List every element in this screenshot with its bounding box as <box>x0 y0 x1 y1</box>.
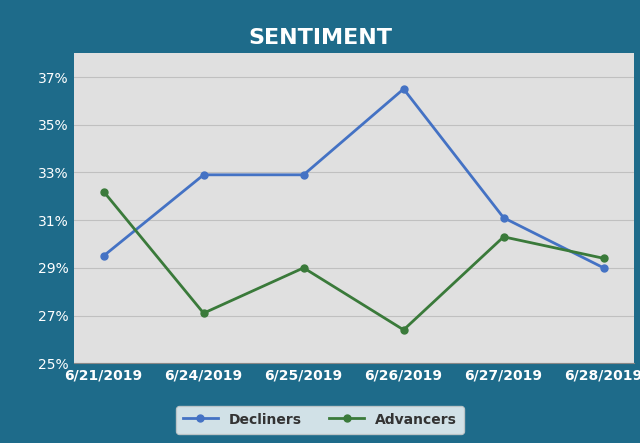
Text: SENTIMENT: SENTIMENT <box>248 27 392 48</box>
Legend: Decliners, Advancers: Decliners, Advancers <box>176 406 464 434</box>
